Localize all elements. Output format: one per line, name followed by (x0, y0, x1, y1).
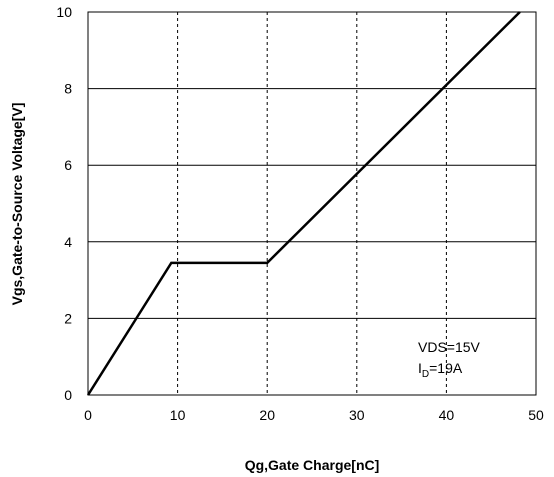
y-tick-label: 2 (64, 310, 72, 326)
y-tick-label: 0 (64, 387, 72, 403)
vgs-curve (86, 11, 521, 396)
y-axis-title: Vgs,Gate-to-Source Voltage[V] (9, 103, 25, 306)
vds-condition: VDS=15V (418, 339, 481, 355)
y-tick-label: 4 (64, 234, 72, 250)
y-tick-label: 6 (64, 157, 72, 173)
y-tick-labels: 0 2 4 6 8 10 (56, 4, 72, 403)
id-symbol: I (418, 360, 422, 376)
y-tick-label: 8 (64, 81, 72, 97)
x-tick-label: 50 (528, 407, 544, 423)
y-tick-label: 10 (56, 4, 72, 20)
id-subscript: D (422, 369, 429, 380)
id-value: =19A (429, 360, 463, 376)
plot-frame (87, 11, 537, 396)
x-tick-label: 10 (170, 407, 186, 423)
x-tick-labels: 0 10 20 30 40 50 (84, 407, 544, 423)
x-tick-label: 0 (84, 407, 92, 423)
x-tick-label: 40 (439, 407, 455, 423)
x-axis-title: Qg,Gate Charge[nC] (245, 457, 380, 473)
grid-lines (88, 12, 536, 395)
x-tick-label: 30 (349, 407, 365, 423)
conditions-annotation: VDS=15V ID=19A (418, 339, 481, 380)
series-group (86, 11, 521, 396)
id-condition: ID=19A (418, 360, 463, 380)
x-tick-label: 20 (259, 407, 275, 423)
